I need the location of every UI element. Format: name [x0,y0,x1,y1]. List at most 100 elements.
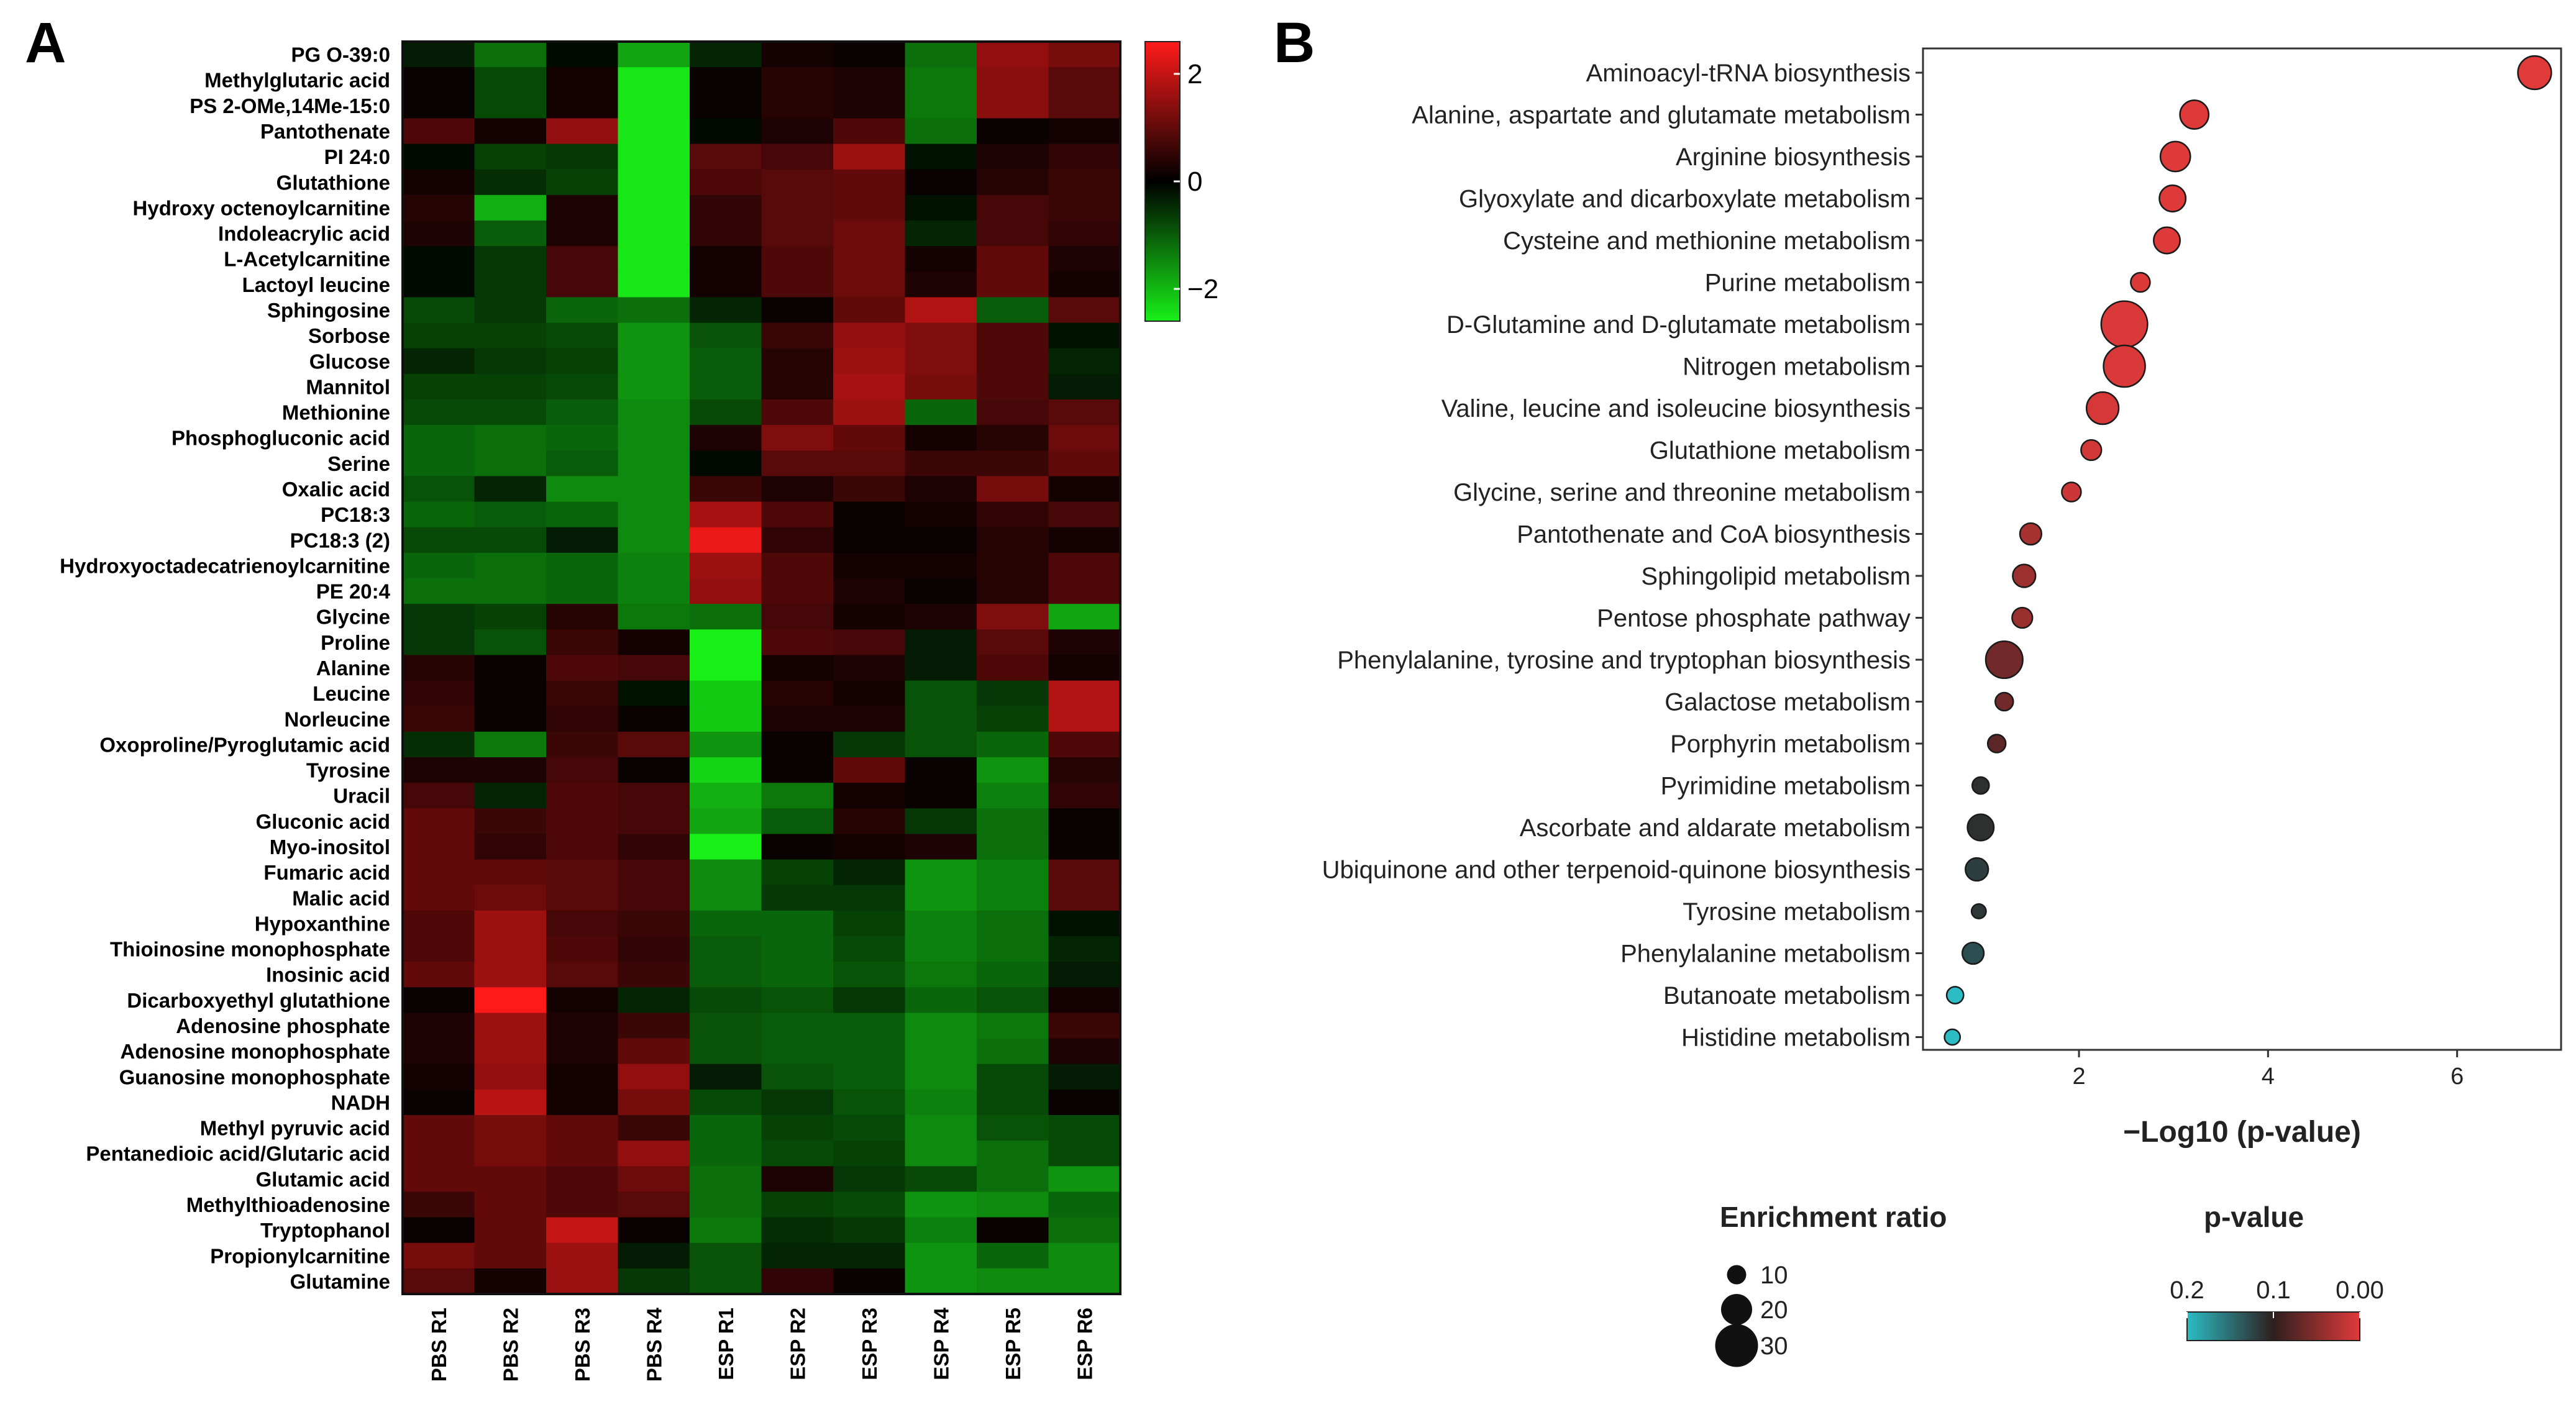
heatmap-cell [474,936,547,962]
heatmap-cell [618,910,690,937]
heatmap-cell [403,93,475,119]
heatmap-cell [761,962,834,988]
heatmap-cell [403,1191,475,1218]
heatmap-cell [474,1166,547,1193]
panel-b-letter: B [1274,11,1315,75]
pathway-label: Galactose metabolism [1665,689,1911,716]
size-legend-dot [1727,1265,1747,1285]
heatmap-cell [618,834,690,860]
heatmap-cell [474,194,547,221]
heatmap-cell [474,808,547,835]
pathway-point [2158,184,2187,212]
heatmap-row-label: Leucine [313,682,390,705]
heatmap-cell [761,527,834,553]
heatmap-cell [403,42,475,68]
heatmap-cell [833,297,906,324]
heatmap-cell [905,1038,977,1065]
heatmap-cell [977,246,1049,272]
pathway-label: Alanine, aspartate and glutamate metabol… [1412,102,1911,129]
heatmap-col-label: ESP R3 [858,1308,881,1380]
heatmap-cell [1048,1191,1121,1218]
heatmap-cell [977,936,1049,962]
heatmap-cell [905,221,977,247]
heatmap-cell [833,143,906,170]
heatmap-row-label: Glutamine [290,1270,390,1293]
heatmap-cell [403,834,475,860]
heatmap-row-label: Methylglutaric acid [204,69,390,92]
heatmap-cell [905,1268,977,1295]
heatmap-cell [977,348,1049,375]
heatmap-cell [618,169,690,196]
heatmap-cell [618,1115,690,1141]
heatmap-row-label: L-Acetylcarnitine [224,248,390,271]
heatmap-cell [546,1089,619,1116]
pathway-label: Valine, leucine and isoleucine biosynthe… [1441,395,1911,422]
heatmap-cell [403,859,475,886]
heatmap-cell [833,373,906,400]
heatmap-cell [833,450,906,477]
heatmap-cell [833,93,906,119]
heatmap-cell [905,194,977,221]
heatmap-cell [1048,1115,1121,1141]
pathway-point [2019,522,2043,546]
heatmap-cell [546,1141,619,1167]
heatmap-cell [833,578,906,604]
heatmap-col-label: ESP R2 [786,1308,809,1380]
heatmap-cell [618,67,690,93]
heatmap-cell [977,859,1049,886]
heatmap-cell [403,552,475,579]
heatmap-cell [546,1064,619,1090]
heatmap-cell [761,221,834,247]
x-tick-label: 6 [2450,1064,2464,1090]
heatmap-cell [761,808,834,835]
heatmap-cell [403,194,475,221]
heatmap-cell [546,297,619,324]
heatmap-cell [618,373,690,400]
heatmap-cell [977,450,1049,477]
heatmap-cell [474,501,547,528]
heatmap-cell [905,885,977,911]
heatmap-cell [761,399,834,426]
heatmap-cell [977,604,1049,630]
heatmap-cell [690,910,762,937]
heatmap-cell [546,910,619,937]
pathway-label: Pantothenate and CoA biosynthesis [1517,521,1911,549]
heatmap-cell [690,1064,762,1090]
size-legend-title: Enrichment ratio [1720,1201,1947,1233]
heatmap-cell [618,93,690,119]
heatmap-cell [474,373,547,400]
heatmap-cell [761,1115,834,1141]
heatmap-cell [977,834,1049,860]
heatmap-cell [761,143,834,170]
heatmap-cell [1048,1166,1121,1193]
heatmap-cell [690,1141,762,1167]
heatmap-cell [977,783,1049,809]
pathway-point [1970,903,1987,919]
heatmap-cell [761,629,834,656]
heatmap-colorbar-ticks: 2 0 −2 [1174,59,1218,304]
heatmap-cell [1048,297,1121,324]
heatmap-cell [761,578,834,604]
heatmap-cell [474,399,547,426]
heatmap-cell [905,246,977,272]
size-legend-label: 20 [1760,1296,1788,1324]
heatmap-cell [546,399,619,426]
heatmap-cell [1048,169,1121,196]
heatmap-cell [905,373,977,400]
heatmap-cell [690,246,762,272]
heatmap-cell [977,297,1049,324]
heatmap-cell [977,680,1049,707]
heatmap-row-label: Fumaric acid [263,861,390,884]
heatmap-cell [474,348,547,375]
heatmap-cell [1048,118,1121,145]
heatmap-cell [977,271,1049,298]
pathway-point [2159,140,2191,173]
heatmap-cell [833,1191,906,1218]
heatmap-row-label: Adenosine phosphate [176,1014,390,1037]
pathway-point [1945,986,1965,1004]
heatmap-cell [977,885,1049,911]
heatmap-cell [618,271,690,298]
heatmap-cell [474,834,547,860]
heatmap-cell [546,194,619,221]
x-tick-label: 4 [2262,1064,2275,1090]
